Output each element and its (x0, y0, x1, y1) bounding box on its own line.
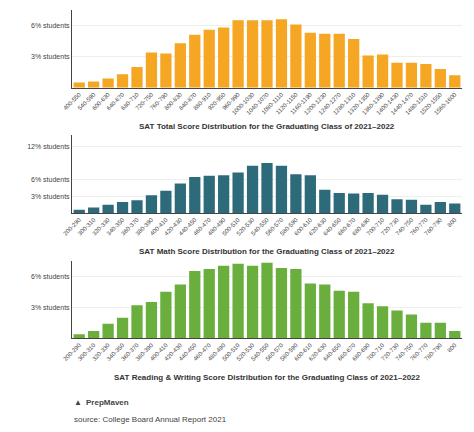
svg-text:1080-1110: 1080-1110 (260, 91, 284, 115)
svg-text:340-350: 340-350 (106, 216, 126, 236)
svg-text:640-650: 640-650 (322, 216, 342, 236)
svg-text:580-590: 580-590 (279, 216, 299, 236)
svg-text:740-750: 740-750 (394, 342, 414, 362)
svg-text:source: College Board Annual R: source: College Board Annual Report 2021 (74, 415, 227, 424)
svg-text:760-770: 760-770 (409, 342, 429, 362)
svg-text:420-430: 420-430 (163, 216, 183, 236)
svg-text:200-290: 200-290 (62, 216, 82, 236)
svg-text:400-410: 400-410 (149, 342, 169, 362)
svg-text:600-610: 600-610 (293, 216, 313, 236)
svg-text:800: 800 (446, 216, 458, 228)
svg-text:320-330: 320-330 (91, 342, 111, 362)
svg-text:660-670: 660-670 (337, 342, 357, 362)
svg-text:800-830: 800-830 (163, 91, 183, 111)
svg-text:6% students: 6% students (31, 273, 70, 280)
svg-text:640-670: 640-670 (106, 91, 126, 111)
svg-text:640-650: 640-650 (322, 342, 342, 362)
svg-text:960-990: 960-990 (221, 91, 241, 111)
svg-text:1160-1190: 1160-1190 (289, 91, 313, 115)
svg-text:460-470: 460-470 (192, 342, 212, 362)
svg-text:200-290: 200-290 (62, 342, 82, 362)
svg-text:780-790: 780-790 (423, 216, 443, 236)
svg-text:660-670: 660-670 (337, 216, 357, 236)
svg-text:400-410: 400-410 (149, 216, 169, 236)
svg-text:920-950: 920-950 (207, 91, 227, 111)
svg-text:PrepMaven: PrepMaven (86, 398, 129, 407)
svg-text:1040-1070: 1040-1070 (245, 91, 270, 116)
svg-text:1320-1350: 1320-1350 (346, 91, 371, 116)
svg-text:760-790: 760-790 (149, 91, 169, 111)
svg-text:480-490: 480-490 (207, 216, 227, 236)
svg-text:1200-1230: 1200-1230 (303, 91, 328, 116)
svg-text:620-630: 620-630 (308, 342, 328, 362)
svg-text:1120-1150: 1120-1150 (275, 91, 299, 115)
svg-text:540-550: 540-550 (250, 216, 270, 236)
svg-text:700-710: 700-710 (366, 216, 386, 236)
svg-text:1560-1600: 1560-1600 (433, 91, 458, 116)
svg-text:360-370: 360-370 (120, 216, 140, 236)
svg-text:380-390: 380-390 (134, 342, 154, 362)
svg-text:6% students: 6% students (31, 176, 70, 183)
svg-text:800: 800 (446, 342, 458, 354)
svg-text:560-570: 560-570 (264, 216, 284, 236)
svg-text:1440-1470: 1440-1470 (390, 91, 415, 116)
svg-text:520-530: 520-530 (236, 216, 256, 236)
svg-text:680-690: 680-690 (351, 216, 371, 236)
svg-text:520-530: 520-530 (236, 342, 256, 362)
svg-text:560-570: 560-570 (264, 342, 284, 362)
svg-text:400-550: 400-550 (62, 91, 82, 111)
svg-text:680-690: 680-690 (351, 342, 371, 362)
svg-text:680-710: 680-710 (120, 91, 140, 111)
svg-text:300-310: 300-310 (77, 216, 97, 236)
svg-text:1520-1550: 1520-1550 (419, 91, 444, 116)
svg-text:880-910: 880-910 (192, 91, 212, 111)
svg-text:580-590: 580-590 (279, 342, 299, 362)
svg-text:SAT Total Score Distribution f: SAT Total Score Distribution for the Gra… (139, 122, 395, 131)
svg-text:440-450: 440-450 (178, 342, 198, 362)
svg-text:380-390: 380-390 (134, 216, 154, 236)
svg-text:720-730: 720-730 (380, 216, 400, 236)
svg-text:840-870: 840-870 (178, 91, 198, 111)
svg-text:1240-1270: 1240-1270 (318, 91, 343, 116)
svg-text:340-350: 340-350 (106, 342, 126, 362)
svg-text:600-630: 600-630 (91, 91, 111, 111)
svg-text:500-510: 500-510 (221, 342, 241, 362)
svg-text:SAT Reading & Writing Score Di: SAT Reading & Writing Score Distribution… (114, 373, 421, 382)
svg-text:300-310: 300-310 (77, 342, 97, 362)
svg-text:▲: ▲ (74, 398, 82, 407)
svg-text:1280-1310: 1280-1310 (332, 91, 357, 116)
svg-text:1360-1390: 1360-1390 (361, 91, 386, 116)
svg-text:1400-1430: 1400-1430 (375, 91, 400, 116)
svg-text:3% students: 3% students (31, 304, 70, 311)
svg-text:3% students: 3% students (31, 193, 70, 200)
svg-text:700-710: 700-710 (366, 342, 386, 362)
svg-text:780-790: 780-790 (423, 342, 443, 362)
svg-text:720-750: 720-750 (134, 91, 154, 111)
svg-text:360-370: 360-370 (120, 342, 140, 362)
svg-text:6% students: 6% students (31, 22, 70, 29)
svg-text:480-490: 480-490 (207, 342, 227, 362)
svg-text:1000-1030: 1000-1030 (231, 91, 256, 116)
svg-text:440-450: 440-450 (178, 216, 198, 236)
svg-text:460-470: 460-470 (192, 216, 212, 236)
svg-text:12% students: 12% students (27, 143, 70, 150)
svg-text:500-510: 500-510 (221, 216, 241, 236)
svg-text:540-590: 540-590 (77, 91, 97, 111)
svg-text:740-750: 740-750 (394, 216, 414, 236)
svg-text:SAT Math Score Distribution fo: SAT Math Score Distribution for the Grad… (139, 247, 395, 256)
svg-text:720-730: 720-730 (380, 342, 400, 362)
svg-text:760-770: 760-770 (409, 216, 429, 236)
svg-text:540-550: 540-550 (250, 342, 270, 362)
svg-text:3% students: 3% students (31, 53, 70, 60)
svg-text:420-430: 420-430 (163, 342, 183, 362)
svg-text:620-630: 620-630 (308, 216, 328, 236)
svg-text:600-610: 600-610 (293, 342, 313, 362)
svg-text:1480-1510: 1480-1510 (404, 91, 429, 116)
svg-text:320-330: 320-330 (91, 216, 111, 236)
